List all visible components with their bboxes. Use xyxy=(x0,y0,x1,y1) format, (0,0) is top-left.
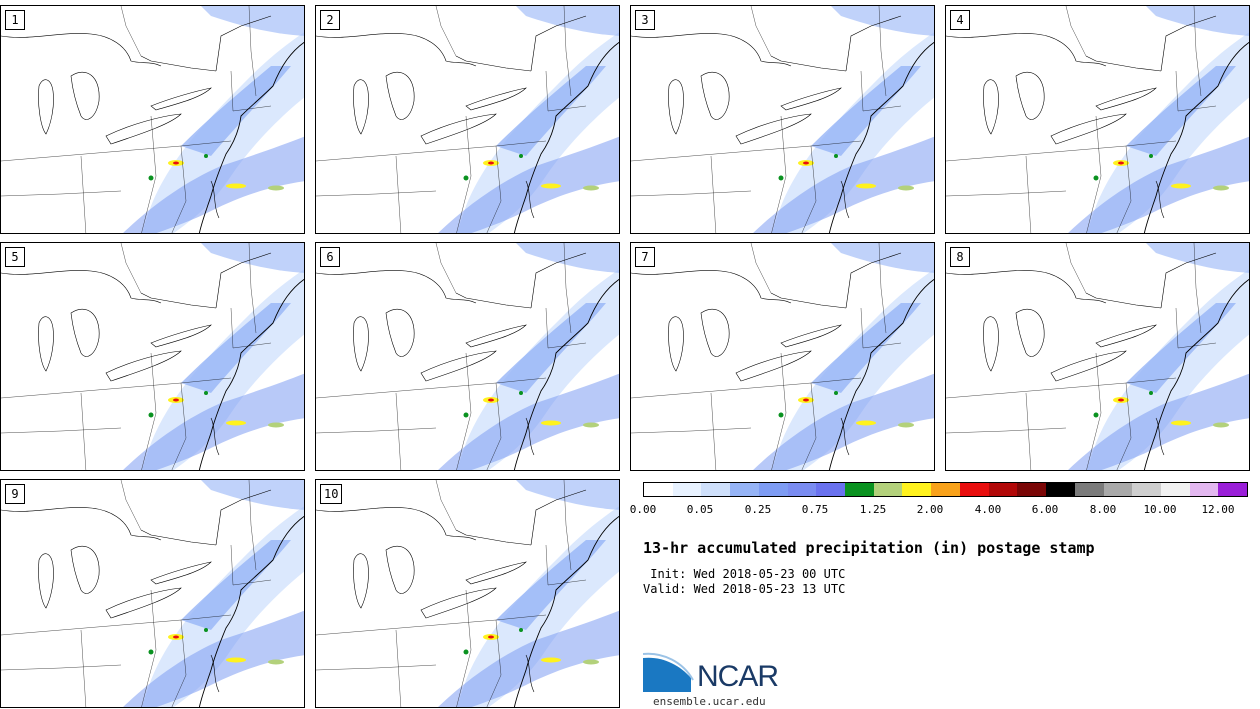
colorbar-swatch xyxy=(1160,483,1190,496)
precip-map xyxy=(631,243,934,470)
precipitation-colorbar xyxy=(643,482,1248,497)
precip-map xyxy=(946,6,1249,233)
member-panel: 6 xyxy=(315,242,620,471)
panel-number: 5 xyxy=(5,247,25,267)
precip-map xyxy=(316,6,619,233)
colorbar-swatch xyxy=(1218,483,1248,496)
colorbar-tick-label: 8.00 xyxy=(1089,503,1117,516)
colorbar-swatch xyxy=(787,483,817,496)
panel-number: 3 xyxy=(635,10,655,30)
member-panel: 5 xyxy=(0,242,305,471)
colorbar-tick-label: 10.00 xyxy=(1143,503,1177,516)
colorbar-swatch xyxy=(845,483,874,496)
colorbar-tick-label: 0.25 xyxy=(744,503,772,516)
member-panel: 2 xyxy=(315,5,620,234)
colorbar-swatch xyxy=(701,483,731,496)
colorbar-swatch xyxy=(902,483,932,496)
colorbar-tick-label: 0.00 xyxy=(629,503,657,516)
precip-map xyxy=(316,243,619,470)
colorbar-swatch xyxy=(959,483,989,496)
colorbar-swatch xyxy=(816,483,846,496)
colorbar-swatch xyxy=(873,483,903,496)
precip-map xyxy=(1,243,304,470)
colorbar-swatch xyxy=(1046,483,1075,496)
colorbar-swatch xyxy=(758,483,788,496)
member-panel: 9 xyxy=(0,479,305,708)
site-url: ensemble.ucar.edu xyxy=(653,695,766,708)
precip-map xyxy=(316,480,619,707)
colorbar-tick-label: 0.05 xyxy=(686,503,714,516)
init-time: Init: Wed 2018-05-23 00 UTC xyxy=(643,567,846,581)
colorbar-swatch xyxy=(931,483,960,496)
colorbar-swatch xyxy=(988,483,1018,496)
valid-time: Valid: Wed 2018-05-23 13 UTC xyxy=(643,582,846,596)
panel-number: 8 xyxy=(950,247,970,267)
member-panel: 10 xyxy=(315,479,620,708)
precip-map xyxy=(631,6,934,233)
member-panel: 4 xyxy=(945,5,1250,234)
colorbar-swatch xyxy=(730,483,759,496)
colorbar-tick-label: 4.00 xyxy=(974,503,1002,516)
chart-title: 13-hr accumulated precipitation (in) pos… xyxy=(643,539,1095,557)
colorbar-swatch xyxy=(1074,483,1104,496)
panel-number: 9 xyxy=(5,484,25,504)
member-panel: 1 xyxy=(0,5,305,234)
colorbar-tick-label: 0.75 xyxy=(801,503,829,516)
panel-number: 6 xyxy=(320,247,340,267)
colorbar-swatch xyxy=(1132,483,1161,496)
colorbar-tick-label: 12.00 xyxy=(1201,503,1235,516)
panel-number: 1 xyxy=(5,10,25,30)
member-panel: 7 xyxy=(630,242,935,471)
colorbar-tick-label: 2.00 xyxy=(916,503,944,516)
panel-number: 10 xyxy=(320,484,343,504)
member-panel: 3 xyxy=(630,5,935,234)
panel-number: 4 xyxy=(950,10,970,30)
member-panel: 8 xyxy=(945,242,1250,471)
panel-number: 2 xyxy=(320,10,340,30)
precip-map xyxy=(1,6,304,233)
colorbar-tick-label: 6.00 xyxy=(1031,503,1059,516)
precip-map xyxy=(1,480,304,707)
colorbar-swatch xyxy=(1103,483,1133,496)
colorbar-swatch xyxy=(1189,483,1219,496)
ncar-logo-text: NCAR xyxy=(697,660,779,693)
colorbar-tick-label: 1.25 xyxy=(859,503,887,516)
colorbar-swatch xyxy=(672,483,702,496)
panel-number: 7 xyxy=(635,247,655,267)
ncar-logo-icon xyxy=(643,652,694,692)
colorbar-swatch xyxy=(644,483,673,496)
colorbar-swatch xyxy=(1017,483,1047,496)
precip-map xyxy=(946,243,1249,470)
